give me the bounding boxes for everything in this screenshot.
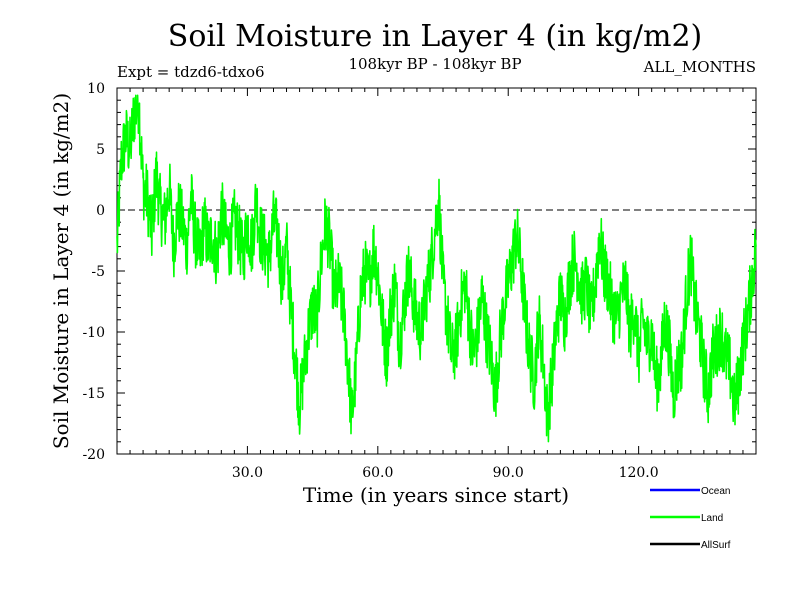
legend-label-ocean: Ocean	[701, 486, 730, 497]
y-tick-label: -20	[82, 447, 105, 463]
y-tick-label: -5	[91, 264, 105, 280]
y-tick-label: -10	[82, 325, 105, 341]
y-tick-label: 10	[87, 81, 105, 97]
x-tick-label: 30.0	[232, 465, 263, 481]
legend-label-allsurf: AllSurf	[701, 540, 731, 551]
y-tick-label: -15	[82, 386, 105, 402]
x-tick-label: 90.0	[493, 465, 524, 481]
x-tick-label: 120.0	[619, 465, 659, 481]
months-label: ALL_MONTHS	[643, 58, 756, 76]
y-tick-label: 0	[96, 203, 105, 219]
x-tick-label: 60.0	[362, 465, 393, 481]
legend: Ocean Land AllSurf	[650, 486, 731, 551]
plot-frame	[116, 87, 757, 455]
chart-title: Soil Moisture in Layer 4 (in kg/m2)	[168, 19, 702, 54]
series-line-land	[116, 94, 757, 443]
period-label: 108kyr BP - 108kyr BP	[348, 55, 521, 73]
series-group	[116, 94, 757, 443]
legend-label-land: Land	[701, 513, 723, 524]
x-axis-label: Time (in years since start)	[303, 483, 569, 507]
tick-labels: 10 5 0 -5 -10 -15 -20 30.0 60.0 90.0 120.0	[82, 81, 658, 481]
experiment-label: Expt = tdzd6-tdxo6	[117, 63, 265, 81]
y-tick-label: 5	[96, 142, 105, 158]
y-axis-label: Soil Moisture in Layer 4 (in kg/m2)	[49, 93, 73, 449]
tick-marks	[117, 87, 756, 455]
